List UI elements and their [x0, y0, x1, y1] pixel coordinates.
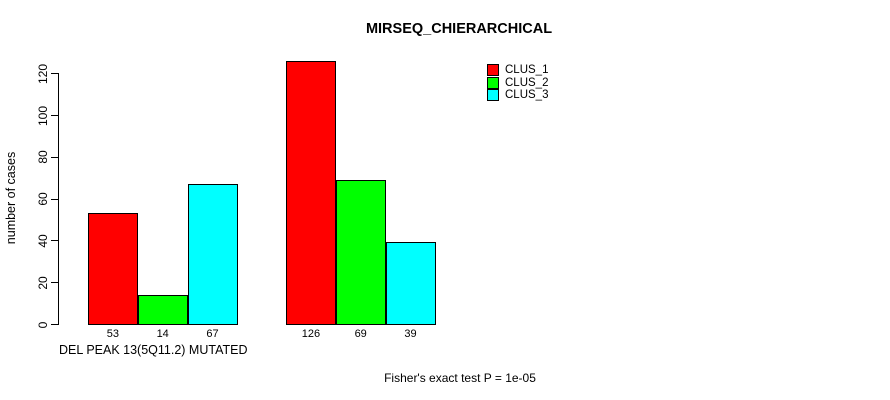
y-axis-tick: [51, 324, 58, 325]
chart-title: MIRSEQ_CHIERARCHICAL: [365, 21, 553, 37]
bar-value-label: 126: [301, 328, 321, 340]
y-axis-tick: [51, 73, 58, 75]
y-axis-tick-label: 0: [36, 321, 50, 328]
y-axis-tick-label: 80: [36, 150, 50, 164]
legend-swatch-icon: [487, 89, 499, 102]
fisher-test-note: Fisher's exact test P = 1e-05: [384, 371, 536, 385]
y-axis-label: number of cases: [4, 151, 18, 245]
legend-label: CLUS_1: [505, 64, 549, 77]
bar-clus_2-group2: [335, 179, 387, 325]
bar-clus_3-group1: [187, 183, 238, 325]
bar-value-label: 14: [156, 328, 169, 340]
y-axis-tick: [51, 198, 58, 200]
bar-clus_1-group1: [88, 213, 139, 325]
bar-value-label: 67: [206, 328, 219, 340]
bar-clus_1-group2: [286, 60, 337, 325]
legend: CLUS_1 CLUS_2 CLUS_3: [487, 64, 548, 102]
legend-label: CLUS_2: [505, 76, 549, 89]
y-axis-tick-label: 120: [36, 63, 50, 84]
legend-label: CLUS_3: [505, 89, 549, 102]
y-axis-tick-label: 20: [36, 276, 50, 290]
y-axis-tick: [51, 240, 58, 242]
bar-value-label: 69: [354, 328, 367, 340]
y-axis-line: [58, 73, 59, 325]
legend-swatch-icon: [487, 76, 499, 89]
y-axis-tick-label: 60: [36, 192, 50, 206]
legend-item-clus_2: CLUS_2: [487, 76, 549, 90]
y-axis-tick: [51, 282, 58, 284]
y-axis-tick-label: 40: [36, 234, 50, 248]
legend-swatch-icon: [487, 64, 499, 77]
legend-item-clus_1: CLUS_1: [487, 64, 548, 77]
legend-item-clus_3: CLUS_3: [487, 89, 548, 102]
bar-value-label: 39: [404, 328, 417, 340]
y-axis-tick: [51, 156, 58, 158]
y-axis-tick-label: 100: [36, 105, 50, 126]
bar-value-label: 53: [106, 328, 120, 340]
y-axis-tick: [51, 115, 58, 116]
bar-clus_2-group1: [137, 294, 189, 325]
x-axis-label: DEL PEAK 13(5Q11.2) MUTATED: [59, 343, 248, 357]
bar-clus_3-group2: [385, 242, 436, 325]
